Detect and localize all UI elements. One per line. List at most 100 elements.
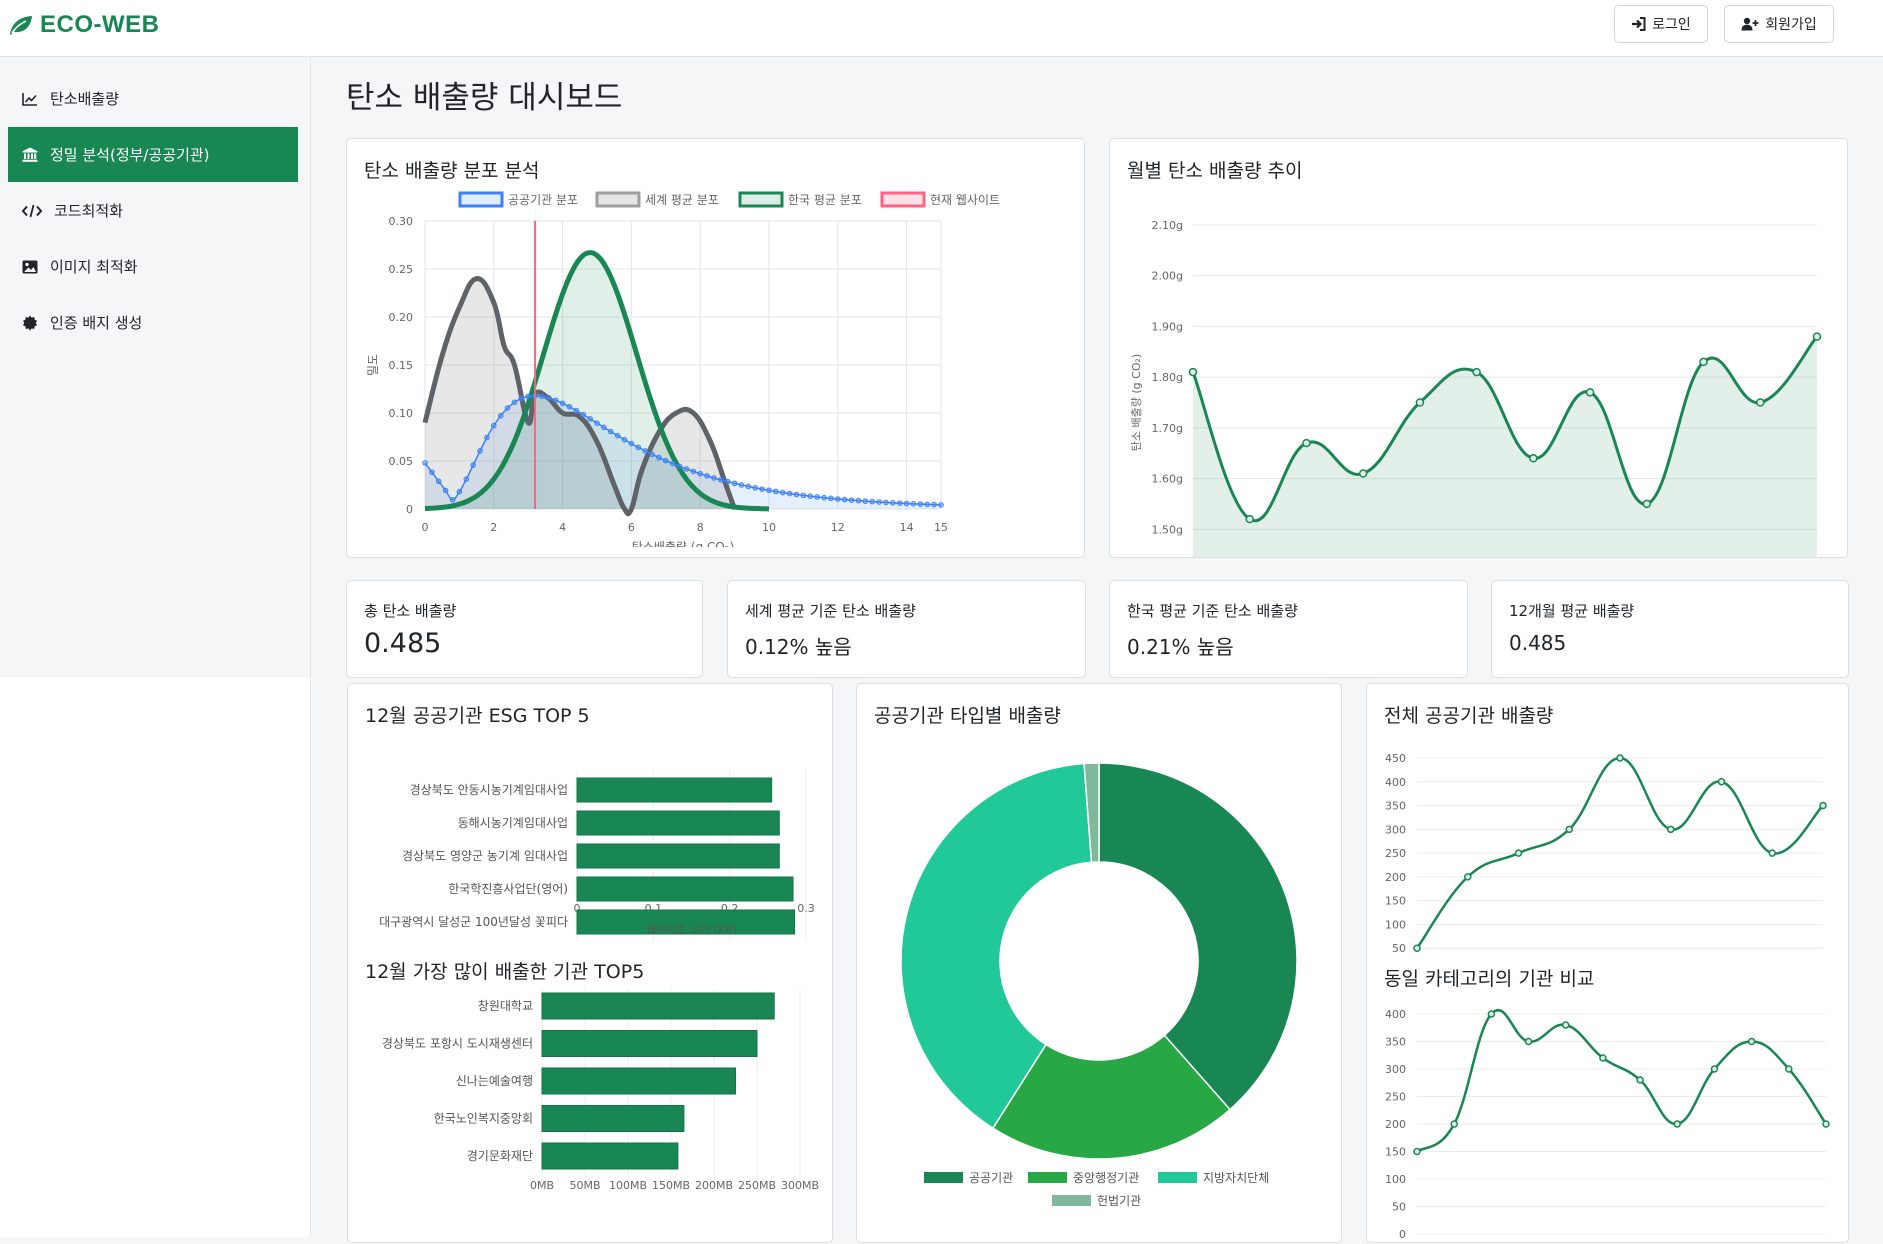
- code-icon: [22, 204, 42, 217]
- public-point: [855, 497, 862, 504]
- esg-card: 12월 공공기관 ESG TOP 5 0 0.1 0.2 0.3 경상북도 안동시농기계…: [347, 683, 833, 1243]
- bar-label: 경상북도 영양군 농기계 임대사업: [402, 849, 568, 863]
- legend-label: 한국 평균 분포: [788, 193, 862, 207]
- public-area: [425, 395, 941, 509]
- legend-swatch: [1052, 1195, 1091, 1206]
- x-tick-label: 4: [559, 521, 566, 534]
- y-tick-label: 350: [1385, 1036, 1406, 1049]
- logo[interactable]: ECO-WEB: [8, 10, 160, 40]
- public-point: [429, 469, 435, 475]
- bar-label: 창원대학교: [478, 999, 533, 1013]
- public-point: [504, 405, 511, 411]
- public-point: [841, 496, 848, 503]
- public-point: [766, 487, 772, 494]
- login-button[interactable]: 로그인: [1614, 5, 1708, 43]
- x-tick-label: 8: [697, 521, 704, 534]
- y-tick-label: 0: [1399, 1228, 1406, 1241]
- line-point: [1450, 1120, 1458, 1128]
- same-cat-title: 동일 카테고리의 기관 비교: [1384, 968, 1595, 990]
- stat-card-total: 총 탄소 배출량 0.485: [346, 580, 703, 678]
- y-tick-label: 1.70g: [1152, 422, 1183, 435]
- line-chart-icon: [22, 92, 37, 106]
- y-tick-label: 50: [1392, 942, 1406, 955]
- y-tick-label: 100: [1385, 1173, 1406, 1186]
- y-tick-label: 250: [1385, 847, 1406, 860]
- public-point: [690, 468, 697, 475]
- public-point: [676, 463, 683, 470]
- public-point: [835, 496, 841, 502]
- x-tick-label: 0MB: [530, 1179, 554, 1192]
- sidebar-item-badge[interactable]: 인증 배지 생성: [8, 295, 298, 350]
- sign-in-icon: [1632, 17, 1646, 31]
- public-point: [614, 432, 621, 439]
- bar-label: 대구광역시 달성군 100년달성 꽃피다: [379, 915, 568, 929]
- badge-icon: [23, 315, 37, 330]
- stat-value: 0.21% 높음: [1127, 635, 1234, 659]
- bar-label: 경상북도 안동시농기계임대사업: [410, 783, 568, 797]
- sidebar-item-code-optimization[interactable]: 코드최적화: [8, 183, 298, 238]
- donut-slice: [1083, 762, 1100, 864]
- sidebar-item-precision-analysis[interactable]: 정밀 분석(정부/공공기관): [8, 127, 298, 182]
- bar: [541, 1105, 685, 1132]
- line-point: [1747, 1037, 1756, 1046]
- monthly-point: [1529, 454, 1538, 463]
- esg-title: 12월 공공기관 ESG TOP 5: [365, 705, 590, 727]
- public-point: [910, 501, 917, 507]
- public-point: [711, 475, 717, 481]
- y-tick-label: 2.00g: [1152, 270, 1183, 283]
- y-tick-label: 400: [1385, 1008, 1406, 1021]
- sidebar-item-carbon[interactable]: 탄소배출량: [8, 71, 298, 126]
- public-point: [566, 403, 573, 410]
- bar: [541, 1142, 679, 1170]
- image-icon: [22, 260, 38, 273]
- line-point: [1561, 1021, 1570, 1029]
- y-tick-label: 100: [1385, 918, 1406, 931]
- bar: [541, 1067, 736, 1095]
- line-point: [1667, 825, 1675, 834]
- public-point: [704, 473, 710, 479]
- signup-button[interactable]: 회원가입: [1724, 5, 1834, 43]
- line-point: [1710, 1065, 1719, 1073]
- stat-label: 총 탄소 배출량: [364, 602, 457, 620]
- all-public-title: 전체 공공기관 배출량: [1384, 705, 1554, 727]
- x-tick-label: 250MB: [738, 1179, 776, 1192]
- monthly-chart: 1.40g1.50g1.60g1.70g1.80g1.90g2.00g2.10g…: [1130, 219, 1822, 557]
- y-tick-label: 250: [1385, 1091, 1406, 1104]
- public-point: [759, 486, 765, 492]
- legend-swatch: [458, 191, 504, 208]
- public-point: [559, 400, 566, 407]
- stat-label: 12개월 평균 배출량: [1509, 602, 1635, 620]
- line-point: [1717, 778, 1726, 786]
- public-point: [552, 397, 559, 404]
- sidebar-divider: [310, 57, 311, 1237]
- bar: [576, 909, 796, 935]
- public-point: [773, 488, 779, 495]
- sidebar-item-image-optimization[interactable]: 이미지 최적화: [8, 239, 298, 294]
- y-axis-label: 탄소 배출량 (g CO₂): [1130, 354, 1143, 451]
- stat-card-korea: 한국 평균 기준 탄소 배출량 0.21% 높음: [1109, 580, 1468, 678]
- x-axis-label: 탄소배출량 (g CO₂): [632, 540, 734, 547]
- x-tick-label: 200MB: [695, 1179, 733, 1192]
- sidebar-item-label: 이미지 최적화: [50, 258, 138, 276]
- public-point: [807, 493, 814, 499]
- world-line: [422, 276, 737, 517]
- bar: [576, 810, 780, 836]
- line-point: [1616, 754, 1624, 762]
- line-point: [1819, 801, 1827, 810]
- line-point: [1565, 825, 1573, 834]
- public-point: [601, 424, 607, 431]
- public-point: [718, 477, 724, 483]
- legend-swatch: [924, 1172, 963, 1183]
- legend-swatch: [880, 191, 926, 208]
- top-emit-title: 12월 가장 많이 배출한 기관 TOP5: [365, 961, 645, 983]
- line-point: [1524, 1037, 1533, 1046]
- monthly-card: 월별 탄소 배출량 추이 1.40g1.50g1.60g1.70g1.80g1.…: [1109, 138, 1848, 558]
- x-tick-label: 0: [574, 902, 581, 915]
- y-tick-label: 200: [1385, 1118, 1406, 1131]
- stat-value: 0.485: [364, 628, 442, 659]
- public-point: [525, 393, 531, 400]
- all-public-chart: 050100150200250300350400450AprMayJunJulA…: [1385, 752, 1827, 955]
- public-point: [883, 499, 889, 506]
- legend-label: 세계 평균 분포: [645, 193, 719, 207]
- bar-label: 한국학진흥사업단(영어): [448, 882, 568, 896]
